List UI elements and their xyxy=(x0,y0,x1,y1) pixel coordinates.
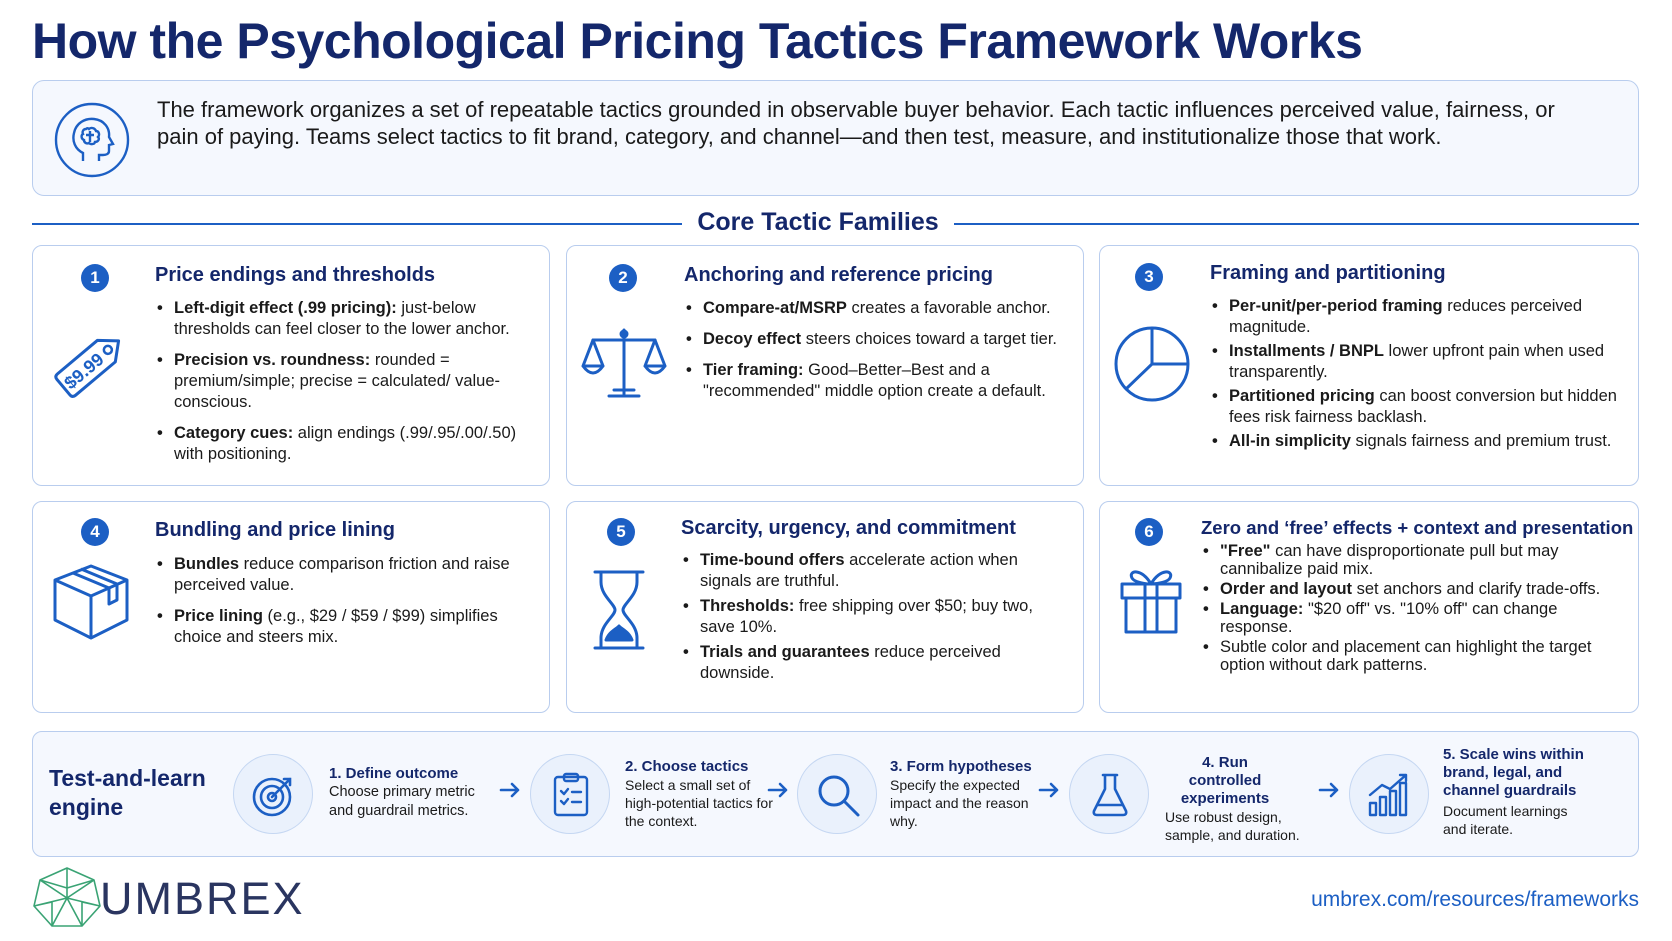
card-bullets: Left-digit effect (.99 pricing): just-be… xyxy=(155,298,535,475)
test-and-learn-panel: Test-and-learn engine 1. Define outcome … xyxy=(32,731,1639,857)
bullet-item: Price lining (e.g., $29 / $59 / $99) sim… xyxy=(155,606,535,648)
arrow-right-icon xyxy=(1318,782,1339,798)
intro-text: The framework organizes a set of repeata… xyxy=(157,97,1555,149)
bullet-item: Precision vs. roundness: rounded = premi… xyxy=(155,350,535,413)
bullet-item: Left-digit effect (.99 pricing): just-be… xyxy=(155,298,535,340)
bullet-item: Tier framing: Good–Better–Best and a "re… xyxy=(684,360,1069,402)
card-number: 5 xyxy=(607,518,635,546)
growth-chart-icon xyxy=(1368,773,1408,817)
bullet-item: Partitioned pricing can boost conversion… xyxy=(1210,386,1620,428)
umbrex-logo-icon xyxy=(33,867,101,927)
bullet-item: Trials and guarantees reduce perceived d… xyxy=(681,642,1071,684)
card-number: 4 xyxy=(81,518,109,546)
arrow-right-icon xyxy=(767,782,788,798)
step-3-title: 3. Form hypotheses xyxy=(890,758,1032,775)
step-2-text: Select a small set of high-potential tac… xyxy=(625,777,773,829)
card-title: Zero and ‘free’ effects + context and pr… xyxy=(1201,517,1634,538)
bullet-item: Category cues: align endings (.99/.95/.0… xyxy=(155,423,535,465)
arrow-right-icon xyxy=(499,782,520,798)
step-5-title: 5. Scale wins within brand, legal, and c… xyxy=(1443,746,1584,799)
tactic-card-3: 3 Framing and partitioning Per-unit/per-… xyxy=(1099,245,1639,486)
card-title: Price endings and thresholds xyxy=(155,264,436,286)
step-5-icon-circle xyxy=(1349,754,1429,834)
card-bullets: "Free" can have disproportionate pull bu… xyxy=(1201,542,1626,676)
arrow-right-icon xyxy=(1038,782,1059,798)
bullet-item: Compare-at/MSRP creates a favorable anch… xyxy=(684,298,1069,319)
divider-left xyxy=(32,223,682,225)
gift-icon xyxy=(1120,570,1182,634)
bullet-item: Thresholds: free shipping over $50; buy … xyxy=(681,596,1071,638)
step-1: 1. Define outcome Choose primary metric … xyxy=(329,764,489,821)
brain-head-icon xyxy=(54,102,130,178)
tactic-card-6: 6 Zero and ‘free’ effects + context and … xyxy=(1099,501,1639,713)
step-2: 2. Choose tactics Select a small set of … xyxy=(625,758,775,830)
divider-right xyxy=(954,223,1639,225)
page-title: How the Psychological Pricing Tactics Fr… xyxy=(32,13,1363,69)
step-2-icon-circle xyxy=(530,754,610,834)
bullet-item: "Free" can have disproportionate pull bu… xyxy=(1201,542,1626,578)
step-3: 3. Form hypotheses Specify the expected … xyxy=(890,758,1040,830)
step-1-icon-circle xyxy=(233,754,313,834)
bullet-item: Bundles reduce comparison friction and r… xyxy=(155,554,535,596)
footer-link[interactable]: umbrex.com/resources/frameworks xyxy=(1311,888,1639,911)
step-5-text: Document learnings and iterate. xyxy=(1443,803,1568,837)
card-number: 6 xyxy=(1135,518,1163,546)
card-title: Scarcity, urgency, and commitment xyxy=(681,517,1016,539)
tactic-card-2: 2 Anchoring and reference pricing Compar… xyxy=(566,245,1084,486)
target-icon xyxy=(252,777,292,817)
bullet-item: Per-unit/per-period framing reduces perc… xyxy=(1210,296,1620,338)
section-title: Core Tactic Families xyxy=(697,208,939,236)
card-number: 2 xyxy=(609,264,637,292)
magnifier-icon xyxy=(818,775,860,817)
step-4: 4. Run controlled experiments Use robust… xyxy=(1165,754,1315,844)
card-bullets: Compare-at/MSRP creates a favorable anch… xyxy=(684,298,1069,412)
section-heading: Core Tactic Families xyxy=(32,206,1639,240)
bullet-item: Language: "$20 off" vs. "10% off" can ch… xyxy=(1201,600,1626,636)
balance-scale-icon xyxy=(581,328,667,398)
step-4-icon-circle xyxy=(1069,754,1149,834)
step-4-text: Use robust design, sample, and duration. xyxy=(1165,809,1300,843)
flask-icon xyxy=(1092,773,1128,817)
engine-title: Test-and-learn engine xyxy=(49,765,206,820)
tactic-card-1: 1 Price endings and thresholds $9.99 Lef… xyxy=(32,245,550,486)
card-title: Anchoring and reference pricing xyxy=(684,264,993,286)
card-title: Framing and partitioning xyxy=(1210,262,1446,284)
clipboard-checklist-icon xyxy=(553,772,589,817)
price-tag-icon: $9.99 xyxy=(54,338,121,398)
bullet-item: All-in simplicity signals fairness and p… xyxy=(1210,431,1620,452)
card-title: Bundling and price lining xyxy=(155,519,395,541)
hourglass-icon xyxy=(593,570,645,650)
card-number: 1 xyxy=(81,264,109,292)
card-bullets: Time-bound offers accelerate action when… xyxy=(681,550,1071,694)
step-2-title: 2. Choose tactics xyxy=(625,758,749,775)
step-1-title: 1. Define outcome xyxy=(329,765,459,782)
card-number: 3 xyxy=(1135,263,1163,291)
logo-wordmark: UMBREX xyxy=(100,873,305,924)
step-4-title: 4. Run controlled experiments xyxy=(1180,754,1270,807)
step-1-text: Choose primary metric and guardrail metr… xyxy=(329,784,475,819)
step-3-icon-circle xyxy=(797,754,877,834)
pie-chart-icon xyxy=(1114,326,1190,402)
bullet-item: Installments / BNPL lower upfront pain w… xyxy=(1210,341,1620,383)
bullet-item: Time-bound offers accelerate action when… xyxy=(681,550,1071,592)
card-bullets: Per-unit/per-period framing reduces perc… xyxy=(1210,296,1620,455)
bullet-item: Subtle color and placement can highlight… xyxy=(1201,638,1626,674)
intro-panel: The framework organizes a set of repeata… xyxy=(32,80,1639,196)
bullet-item: Order and layout set anchors and clarify… xyxy=(1201,580,1626,598)
bullet-item: Decoy effect steers choices toward a tar… xyxy=(684,329,1069,350)
box-icon xyxy=(53,564,129,640)
tactic-card-5: 5 Scarcity, urgency, and commitment Time… xyxy=(566,501,1084,713)
tactic-card-4: 4 Bundling and price lining Bundles redu… xyxy=(32,501,550,713)
card-bullets: Bundles reduce comparison friction and r… xyxy=(155,554,535,658)
step-5: 5. Scale wins within brand, legal, and c… xyxy=(1443,746,1628,838)
step-3-text: Specify the expected impact and the reas… xyxy=(890,777,1029,829)
